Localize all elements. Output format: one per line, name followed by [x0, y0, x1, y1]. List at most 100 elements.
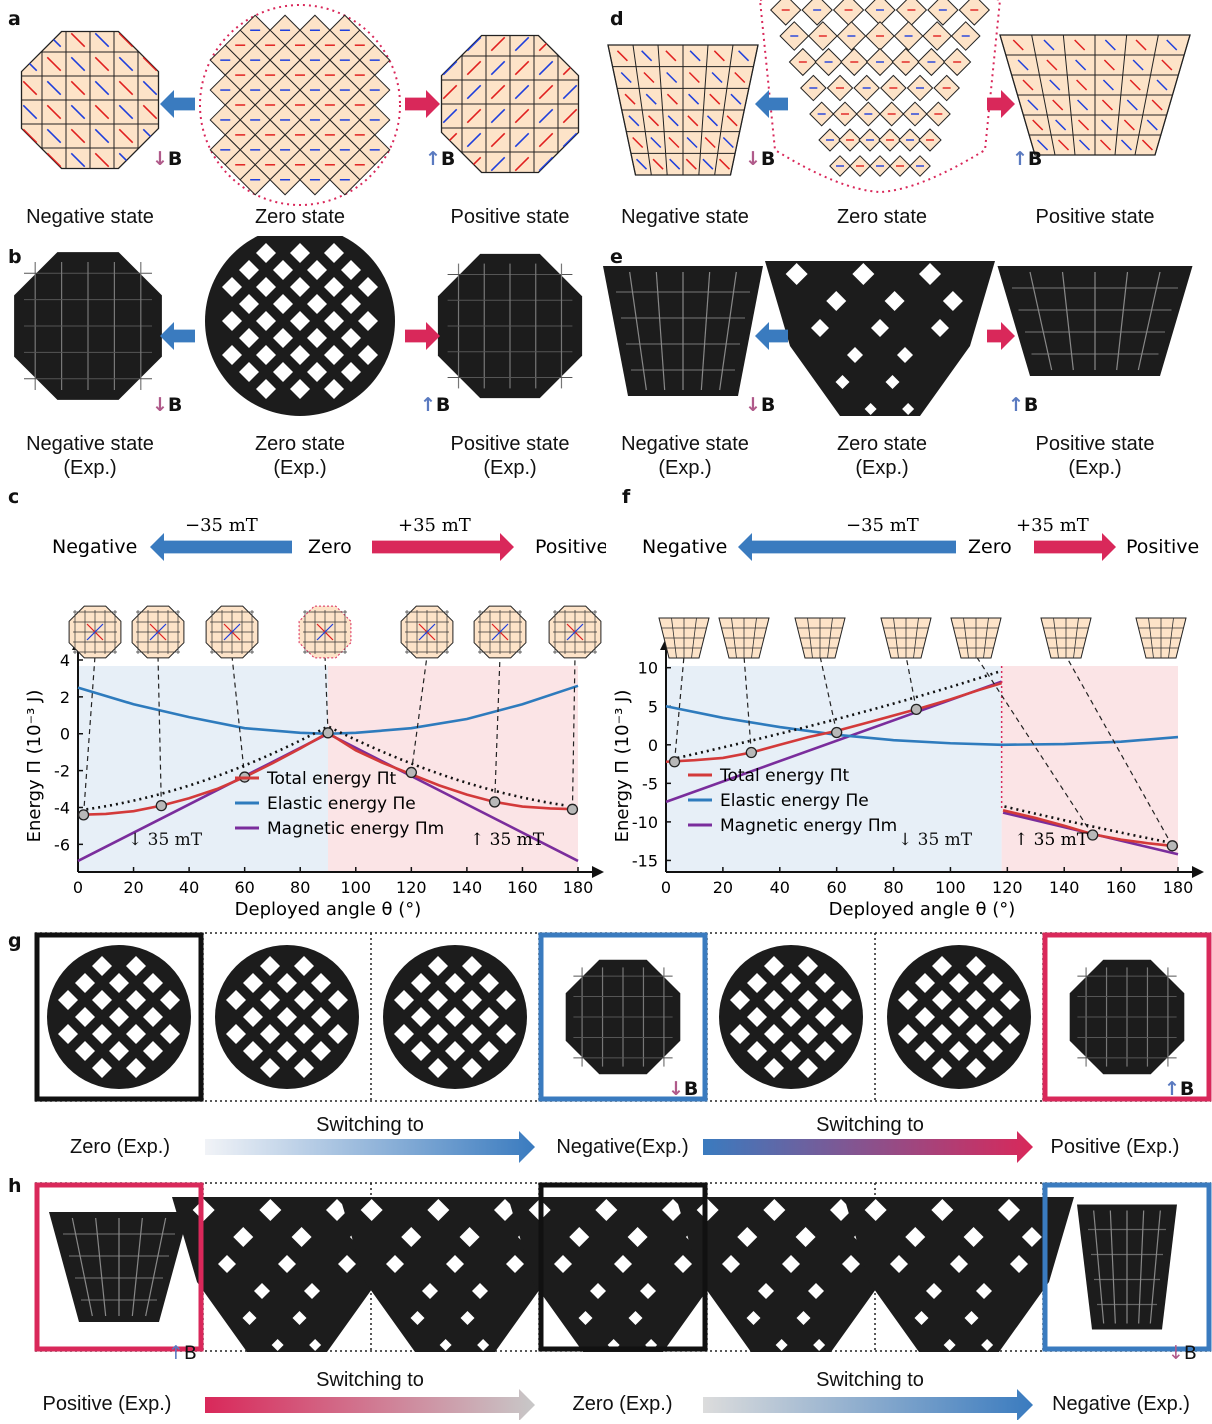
- pore: [932, 990, 952, 1010]
- pore: [963, 1227, 984, 1247]
- pore: [763, 1199, 786, 1221]
- data-point: [745, 746, 757, 759]
- legend-label: Total energy Πt: [719, 766, 850, 786]
- magnet-arrow: [118, 104, 134, 120]
- caption-positive-exp: Positive state (Exp.): [450, 433, 570, 479]
- pore: [278, 1255, 296, 1273]
- pore: [92, 1058, 112, 1078]
- pore: [569, 1227, 590, 1247]
- pore: [826, 291, 847, 311]
- state-thumbnail: [794, 617, 846, 659]
- pore: [92, 1024, 112, 1044]
- transition-arrow: [205, 1389, 535, 1420]
- magnet-arrow: [1043, 39, 1055, 51]
- pore: [260, 1024, 280, 1044]
- magnet-arrow: [538, 108, 554, 124]
- pore: [307, 260, 327, 280]
- pore: [898, 990, 918, 1010]
- pore: [897, 347, 913, 363]
- pore: [294, 956, 314, 976]
- pore: [254, 1283, 270, 1299]
- pore: [628, 1311, 643, 1325]
- state-thumbnail: [400, 605, 454, 659]
- negative-state-schematic: [607, 44, 759, 176]
- x-tick-label: 40: [770, 878, 790, 897]
- pore: [919, 263, 941, 285]
- state-thumbnail: [1135, 617, 1187, 659]
- pore: [304, 1283, 320, 1299]
- sequence-frame: [565, 959, 681, 1075]
- rotated-tile: [958, 0, 990, 26]
- pore: [290, 311, 310, 331]
- magnet-arrow: [514, 108, 530, 124]
- experiment-row: [14, 236, 1193, 416]
- pore: [446, 1255, 464, 1273]
- pore: [627, 1227, 648, 1247]
- field-indicator-up: ↑B: [168, 1342, 197, 1364]
- magnet-arrow: [142, 80, 158, 96]
- header-zero: Zero: [308, 536, 352, 558]
- arrow-to-positive: [405, 322, 440, 350]
- x-axis-arrowhead: [1192, 866, 1204, 878]
- pore: [222, 345, 242, 365]
- magnet-arrow: [624, 93, 636, 105]
- pore: [160, 990, 180, 1010]
- pore: [696, 1199, 719, 1221]
- rotated-tile: [927, 0, 959, 26]
- magnet-arrow: [632, 136, 644, 149]
- pore: [890, 1255, 908, 1273]
- pore: [338, 1255, 356, 1273]
- sequence-frame: [887, 945, 1031, 1089]
- state-zero-exp: Zero (Exp.): [572, 1393, 673, 1415]
- x-tick-label: 100: [935, 878, 966, 897]
- y-tick-label: -5: [642, 774, 658, 793]
- y-tick-label: 10: [638, 659, 658, 678]
- pore: [126, 1024, 146, 1044]
- pore: [674, 1255, 692, 1273]
- slit: [1116, 271, 1129, 371]
- data-point: [489, 796, 501, 808]
- pore: [92, 956, 112, 976]
- pore: [401, 1227, 422, 1247]
- pore: [324, 379, 344, 399]
- magnet-arrow: [490, 132, 506, 148]
- magnet-arrow: [1027, 99, 1039, 111]
- magnet-arrow: [666, 71, 678, 84]
- arrow-to-negative: [160, 90, 195, 118]
- pore: [864, 1199, 887, 1221]
- highlight-frame: [538, 932, 708, 1102]
- pore: [428, 990, 448, 1010]
- highlight-frame: [1042, 1182, 1212, 1352]
- y-tick-label: 2: [60, 688, 70, 707]
- sequence-frame: [172, 1197, 402, 1352]
- state-thumbnail: [880, 617, 932, 659]
- magnet-arrow: [645, 93, 657, 105]
- sequence-h-frames: [34, 1182, 1212, 1420]
- pore: [949, 1041, 969, 1061]
- slit: [145, 1217, 167, 1317]
- series-line: [665, 704, 1179, 747]
- magnet-arrow: [22, 152, 38, 168]
- pore: [58, 990, 78, 1010]
- magnet-arrow: [466, 60, 482, 76]
- y-axis-label: Energy Π (10⁻³ J): [612, 690, 633, 843]
- magnet-arrow: [669, 158, 681, 170]
- magnet-arrow: [490, 36, 506, 52]
- pore: [781, 1041, 801, 1061]
- highlight-frame: [538, 1182, 708, 1352]
- arrow-negative-direction: [738, 533, 956, 561]
- magnet-arrow: [1141, 139, 1153, 151]
- magnet-arrow: [643, 71, 655, 84]
- pore: [981, 1339, 994, 1351]
- header-positive: Positive: [535, 536, 606, 558]
- legend-label: Magnetic energy Πm: [720, 816, 897, 836]
- positive-state-photo: [997, 266, 1193, 376]
- x-tick-label: 140: [1049, 878, 1080, 897]
- magnet-arrow: [142, 32, 158, 48]
- magnet-arrow: [1099, 139, 1112, 151]
- magnet-arrow: [668, 136, 680, 149]
- switch-label: Switching to: [816, 1369, 924, 1391]
- pore: [898, 1024, 918, 1044]
- pore: [233, 1227, 254, 1247]
- pore: [796, 1311, 811, 1325]
